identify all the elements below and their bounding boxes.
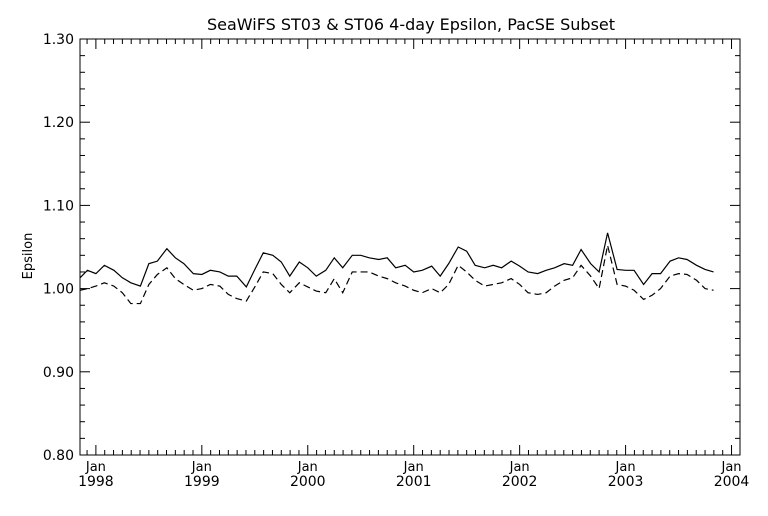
x-tick-label-month: Jan [615,460,636,475]
y-tick-label: 1.20 [43,115,74,131]
plot-area: 0.800.901.001.101.201.30Jan1998Jan1999Ja… [43,32,750,490]
y-axis-label: Epsilon [21,233,36,280]
x-tick-label-year: 1999 [184,474,220,490]
x-tick-label-month: Jan [191,460,212,475]
x-tick-label-year: 2001 [396,474,432,490]
y-tick-label: 0.90 [43,365,74,381]
x-tick-label-year: 1998 [78,474,114,490]
x-tick-label-month: Jan [297,460,318,475]
x-tick-label-year: 2002 [502,474,538,490]
x-tick-label-year: 2004 [714,474,750,490]
series-line-dashed [79,245,714,305]
y-tick-label: 1.30 [43,32,74,48]
x-tick-label-month: Jan [721,460,742,475]
x-tick-label-month: Jan [403,460,424,475]
chart-title: SeaWiFS ST03 & ST06 4-day Epsilon, PacSE… [207,15,615,34]
plot-frame [79,38,741,456]
x-tick-label-year: 2003 [608,474,644,490]
x-tick-label-month: Jan [85,460,106,475]
y-tick-label: 1.10 [43,198,74,214]
x-tick-label-month: Jan [509,460,530,475]
series-line-solid [79,232,714,289]
x-tick-label-year: 2000 [290,474,326,490]
y-tick-label: 1.00 [43,282,74,298]
y-tick-label: 0.80 [43,448,74,464]
